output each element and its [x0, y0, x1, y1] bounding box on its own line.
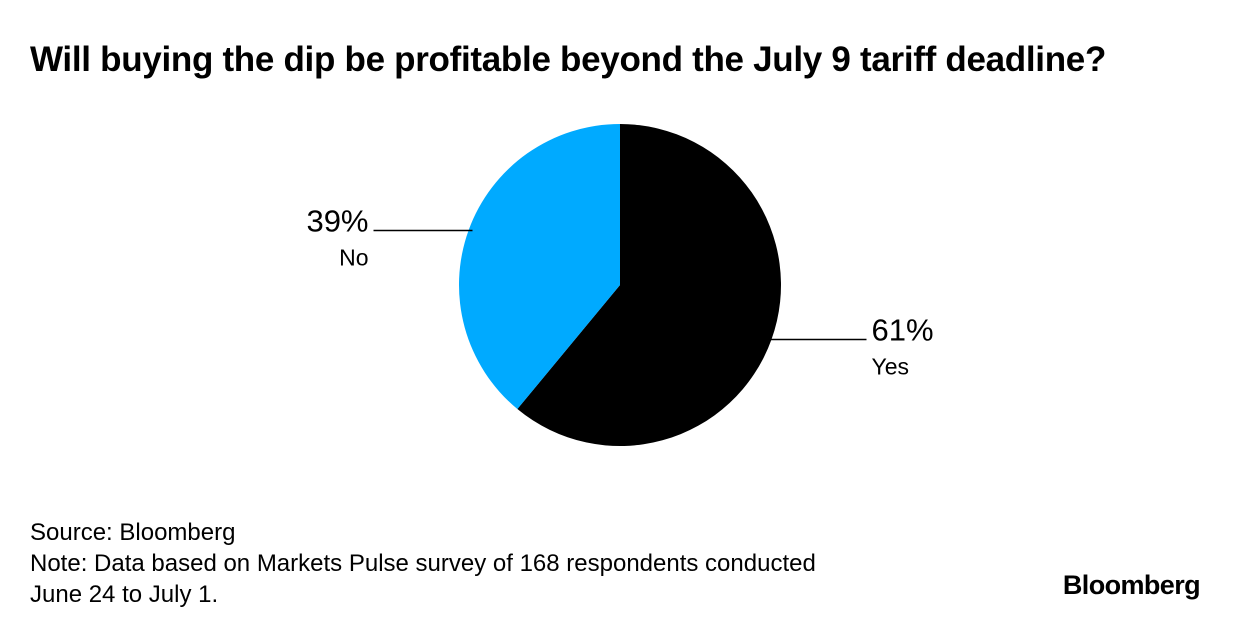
slice-category-label-yes: Yes: [872, 354, 910, 380]
slice-value-label-yes: 61%: [872, 313, 934, 348]
chart-title: Will buying the dip be profitable beyond…: [30, 40, 1107, 79]
survey-note-line-2: June 24 to July 1.: [30, 581, 219, 608]
survey-note-line-1: Note: Data based on Markets Pulse survey…: [30, 550, 816, 577]
bloomberg-logo: Bloomberg: [1062, 570, 1201, 600]
source-note: Source: Bloomberg: [30, 519, 236, 546]
chart-footer: Source: Bloomberg Note: Data based on Ma…: [30, 517, 816, 610]
slice-category-label-no: No: [339, 245, 368, 271]
pie-slice-no: [458, 124, 620, 410]
slice-value-label-no: 39%: [306, 204, 368, 239]
pie-slice-yes: [517, 124, 781, 447]
